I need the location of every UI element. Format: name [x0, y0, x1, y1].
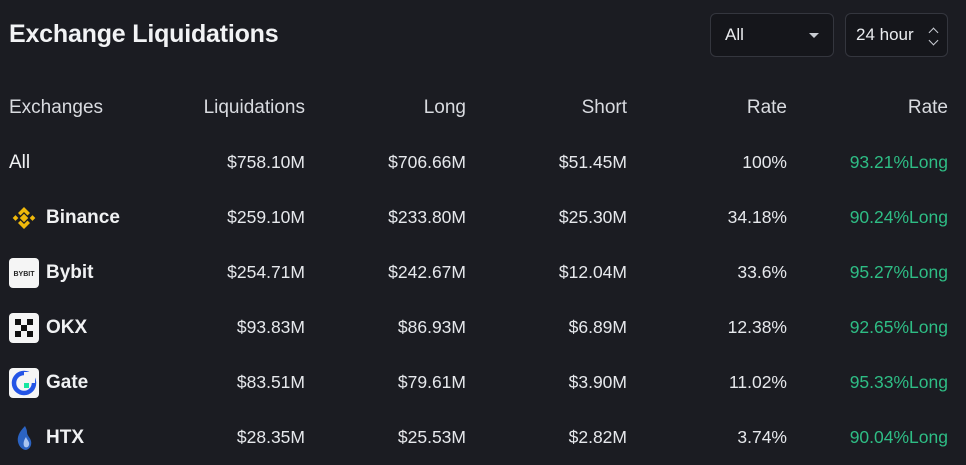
page-title: Exchange Liquidations: [9, 20, 279, 48]
exchange-name: OKX: [46, 316, 88, 338]
htx-icon: [9, 423, 39, 453]
table-row[interactable]: Binance $259.10M $233.80M $25.30M 34.18%…: [0, 190, 966, 245]
long-cell: $242.67M: [388, 262, 466, 282]
time-period-value: 24 hour: [856, 25, 914, 44]
exchange-name: Binance: [46, 206, 120, 228]
long-rate-cell: 95.33%Long: [849, 372, 948, 392]
short-cell: $2.82M: [568, 427, 627, 447]
liquidations-cell: $254.71M: [227, 262, 305, 282]
bybit-icon: BYBIT: [9, 257, 39, 288]
table-row[interactable]: All $758.10M $706.66M $51.45M 100% 93.21…: [0, 135, 966, 190]
table-row[interactable]: Gate $83.51M $79.61M $3.90M 11.02% 95.33…: [0, 355, 966, 410]
exchange-cell: Binance: [9, 190, 120, 245]
exchange-name: Gate: [46, 371, 89, 393]
liquidations-cell: $83.51M: [236, 372, 305, 392]
exchange-cell: Gate: [9, 355, 88, 410]
long-rate-cell: 90.24%Long: [849, 207, 948, 227]
short-cell: $3.90M: [568, 372, 627, 392]
liquidations-cell: $93.83M: [236, 317, 305, 337]
short-cell: $12.04M: [558, 262, 627, 282]
exchange-name: All: [9, 151, 31, 173]
exchange-cell: HTX: [9, 410, 84, 465]
svg-text:BYBIT: BYBIT: [14, 271, 36, 278]
col-header-exchanges: Exchanges: [9, 96, 104, 118]
long-cell: $86.93M: [397, 317, 466, 337]
exchange-name: Bybit: [46, 261, 94, 283]
exchange-cell: OKX: [9, 300, 87, 355]
okx-icon: [9, 312, 39, 343]
table-row[interactable]: OKX $93.83M $86.93M $6.89M 12.38% 92.65%…: [0, 300, 966, 355]
rate-cell: 34.18%: [727, 207, 787, 227]
rate-cell: 3.74%: [737, 427, 787, 447]
liquidations-cell: $259.10M: [227, 207, 305, 227]
exchange-cell: All: [9, 135, 30, 190]
long-rate-cell: 93.21%Long: [849, 152, 948, 172]
binance-icon: [9, 203, 39, 233]
liquidations-cell: $758.10M: [227, 152, 305, 172]
time-period-select[interactable]: 24 hour: [845, 13, 948, 57]
liquidations-cell: $28.35M: [236, 427, 305, 447]
rate-cell: 100%: [742, 152, 787, 172]
col-header-short: Short: [581, 96, 627, 118]
short-cell: $6.89M: [568, 317, 627, 337]
short-cell: $25.30M: [558, 207, 627, 227]
rate-cell: 11.02%: [728, 372, 787, 392]
col-header-long-rate: Rate: [907, 96, 948, 118]
long-cell: $706.66M: [388, 152, 466, 172]
long-rate-cell: 90.04%Long: [849, 427, 948, 447]
table-row[interactable]: HTX $28.35M $25.53M $2.82M 3.74% 90.04%L…: [0, 410, 966, 465]
table-row[interactable]: BYBIT Bybit $254.71M $242.67M $12.04M 33…: [0, 245, 966, 300]
long-cell: $25.53M: [397, 427, 466, 447]
caret-down-icon: [809, 32, 819, 38]
table-header: Exchanges Liquidations Long Short Rate R…: [0, 80, 966, 135]
liquidations-table: Exchanges Liquidations Long Short Rate R…: [0, 80, 966, 465]
long-rate-cell: 95.27%Long: [849, 262, 948, 282]
col-header-rate: Rate: [746, 96, 787, 118]
col-header-liquidations: Liquidations: [203, 96, 305, 118]
gate-icon: [9, 367, 39, 398]
col-header-long: Long: [423, 96, 466, 118]
sort-updown-icon: [928, 27, 939, 45]
exchange-filter-select[interactable]: All: [710, 13, 834, 57]
long-rate-cell: 92.65%Long: [849, 317, 948, 337]
long-cell: $79.61M: [397, 372, 466, 392]
rate-cell: 12.38%: [727, 317, 787, 337]
rate-cell: 33.6%: [737, 262, 787, 282]
exchange-cell: BYBIT Bybit: [9, 245, 94, 300]
long-cell: $233.80M: [388, 207, 466, 227]
exchange-name: HTX: [46, 426, 84, 448]
exchange-filter-value: All: [725, 25, 744, 44]
short-cell: $51.45M: [558, 152, 627, 172]
